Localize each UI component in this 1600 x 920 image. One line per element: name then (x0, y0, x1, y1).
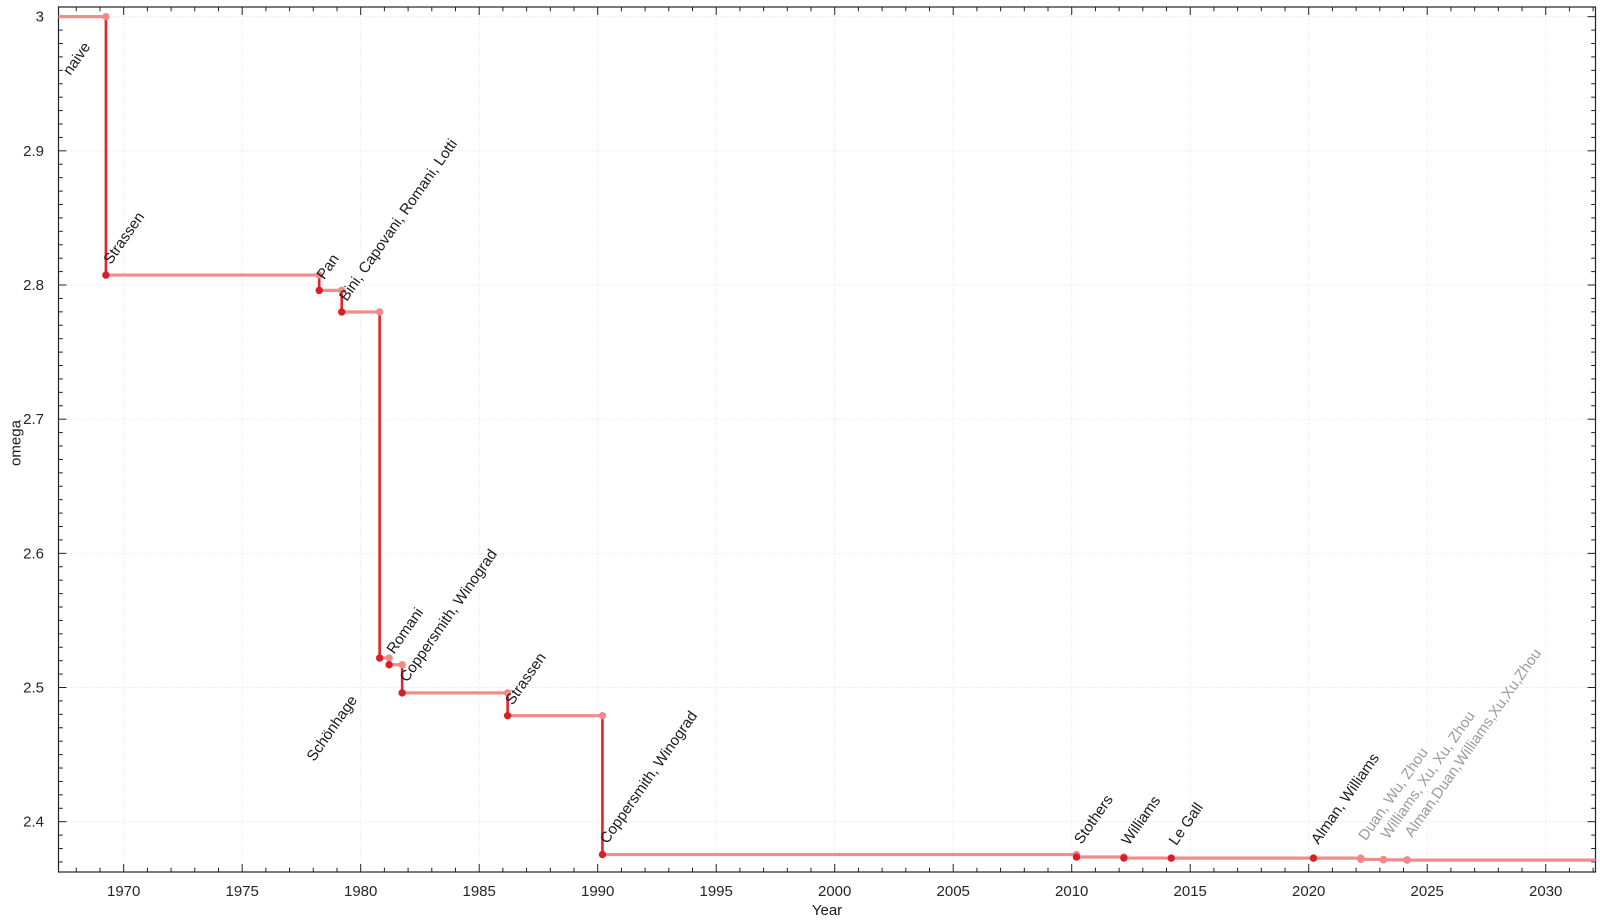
step-plateaus (58, 15, 1596, 862)
x-tick-label: 1985 (463, 883, 496, 900)
data-point-dot-romani-1981 (385, 661, 393, 669)
grid (58, 7, 1596, 872)
data-point-dot-le-gall-2014 (1167, 854, 1175, 862)
x-tick-label: 2010 (1055, 883, 1088, 900)
corner-dot (503, 689, 512, 697)
data-point-dot-duan-wu-zhou-2022 (1357, 855, 1365, 864)
x-tick-label: 1970 (107, 883, 140, 900)
data-point-dot-coppersmith-winograd-1990 (598, 850, 607, 859)
corner-dot (102, 12, 110, 21)
corner-dot (385, 654, 393, 662)
x-tick-label: 2015 (1174, 883, 1207, 900)
y-tick-label: 2.4 (23, 814, 44, 831)
x-tick-label: 1990 (581, 883, 614, 900)
corner-dot (598, 711, 607, 720)
x-tick-label: 2025 (1411, 883, 1444, 900)
y-tick-label: 3 (36, 9, 44, 26)
corner-dot (338, 286, 346, 295)
step-drops (104, 16, 1409, 861)
data-point-dot-alman-duan-williams-xu-xu-zhou-2024 (1403, 856, 1411, 864)
corner-dot (398, 661, 406, 669)
data-point-dot-sch-nhage-1981 (375, 654, 384, 662)
x-axis-title: Year (811, 902, 843, 919)
data-point-dot-williams-xu-xu-zhou-2023 (1379, 856, 1388, 864)
data-point-dot-strassen-1986 (503, 711, 512, 720)
y-axis-title: omega (7, 420, 25, 466)
x-tick-label: 1975 (225, 883, 258, 900)
data-point-dot-bini-capovani-romani-lotti-1979 (338, 308, 346, 316)
x-tick-label: 2005 (937, 883, 970, 900)
plot-frame (57, 6, 1597, 873)
data-point-dot-alman-williams-2020 (1309, 854, 1318, 862)
y-tick-label: 2.8 (23, 277, 44, 294)
x-tick-label: 2000 (818, 883, 851, 900)
y-tick-label: 2.9 (23, 143, 44, 160)
data-point-dot-coppersmith-winograd-1982 (398, 689, 406, 697)
x-tick-label: 1980 (344, 883, 377, 900)
x-tick-label: 1995 (700, 883, 733, 900)
data-point-dot-pan-1978 (315, 286, 323, 295)
corner-dot (315, 271, 323, 279)
corner-dot (375, 308, 384, 316)
x-tick-label: 2030 (1529, 883, 1562, 900)
y-tick-label: 2.6 (23, 545, 44, 562)
data-point-dots (102, 271, 1411, 864)
y-tick-label: 2.5 (23, 680, 44, 697)
x-tick-label: 2020 (1292, 883, 1325, 900)
data-point-dot-strassen-1969 (102, 271, 110, 279)
data-point-dot-stothers-2010 (1072, 853, 1081, 861)
y-tick-label: 2.7 (23, 411, 44, 428)
data-point-dot-williams-2012 (1120, 854, 1128, 862)
ticks (58, 7, 1596, 872)
tick-labels: 1970 1975 1980 1985 1990 1995 2000 2005 2010 2015… (23, 9, 1562, 900)
